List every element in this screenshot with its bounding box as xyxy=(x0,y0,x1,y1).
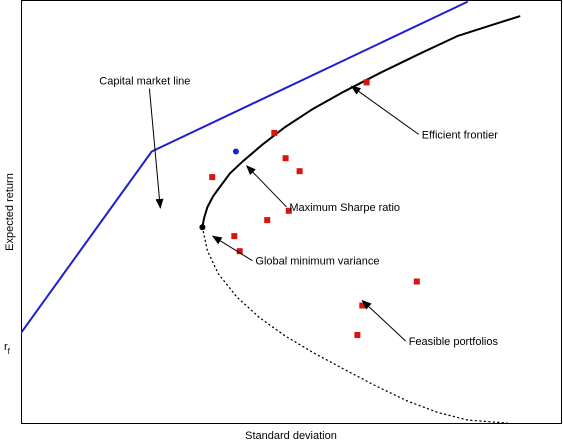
feasible-portfolios-arrow xyxy=(361,299,407,342)
feasible-portfolio-point xyxy=(413,278,420,285)
feasible-portfolio-point xyxy=(285,207,292,214)
y-axis-label: Expected return xyxy=(4,173,16,251)
efficient-frontier-arrow xyxy=(350,85,419,135)
feasible-portfolio-point xyxy=(209,174,216,181)
global-minimum-variance-arrow xyxy=(211,235,253,262)
efficient-frontier-annotation: Efficient frontier xyxy=(422,129,499,141)
global-minimum-variance-marker xyxy=(199,224,206,231)
feasible-portfolios-annotation: Feasible portfolios xyxy=(409,336,499,348)
y-tick-label-rf: rf xyxy=(4,341,11,356)
feasible-portfolio-point xyxy=(236,248,243,255)
y-tick-sub: f xyxy=(8,347,11,356)
feasible-portfolio-point xyxy=(271,129,278,136)
plot-area xyxy=(21,1,521,424)
capital-market-line-arrow xyxy=(148,88,164,209)
inefficient-frontier-series xyxy=(201,226,508,424)
x-axis-label: Standard deviation xyxy=(245,430,337,442)
annotations-layer: Capital market line Efficient frontier Max… xyxy=(99,76,498,349)
feasible-portfolio-point xyxy=(282,155,289,162)
capital-market-line-annotation: Capital market line xyxy=(99,76,190,88)
axes-box xyxy=(21,0,562,424)
feasible-portfolio-point xyxy=(264,217,271,224)
global-minimum-variance-annotation: Global minimum variance xyxy=(255,256,379,268)
y-tick-main: r xyxy=(4,341,8,353)
maximum-sharpe-ratio-marker xyxy=(232,148,239,155)
axes xyxy=(21,0,562,424)
feasible-portfolio-point xyxy=(363,79,370,86)
maximum-sharpe-ratio-arrow xyxy=(246,165,287,208)
maximum-sharpe-ratio-annotation: Maximum Sharpe ratio xyxy=(289,202,400,214)
feasible-portfolio-point xyxy=(231,233,238,240)
feasible-portfolio-point xyxy=(354,332,361,338)
feasible-portfolio-point xyxy=(296,168,303,175)
feasible-portfolio-point xyxy=(359,302,366,309)
efficient-frontier-series xyxy=(201,15,521,229)
svg-text:rf: rf xyxy=(4,341,11,356)
capital-market-line-series xyxy=(21,1,468,334)
